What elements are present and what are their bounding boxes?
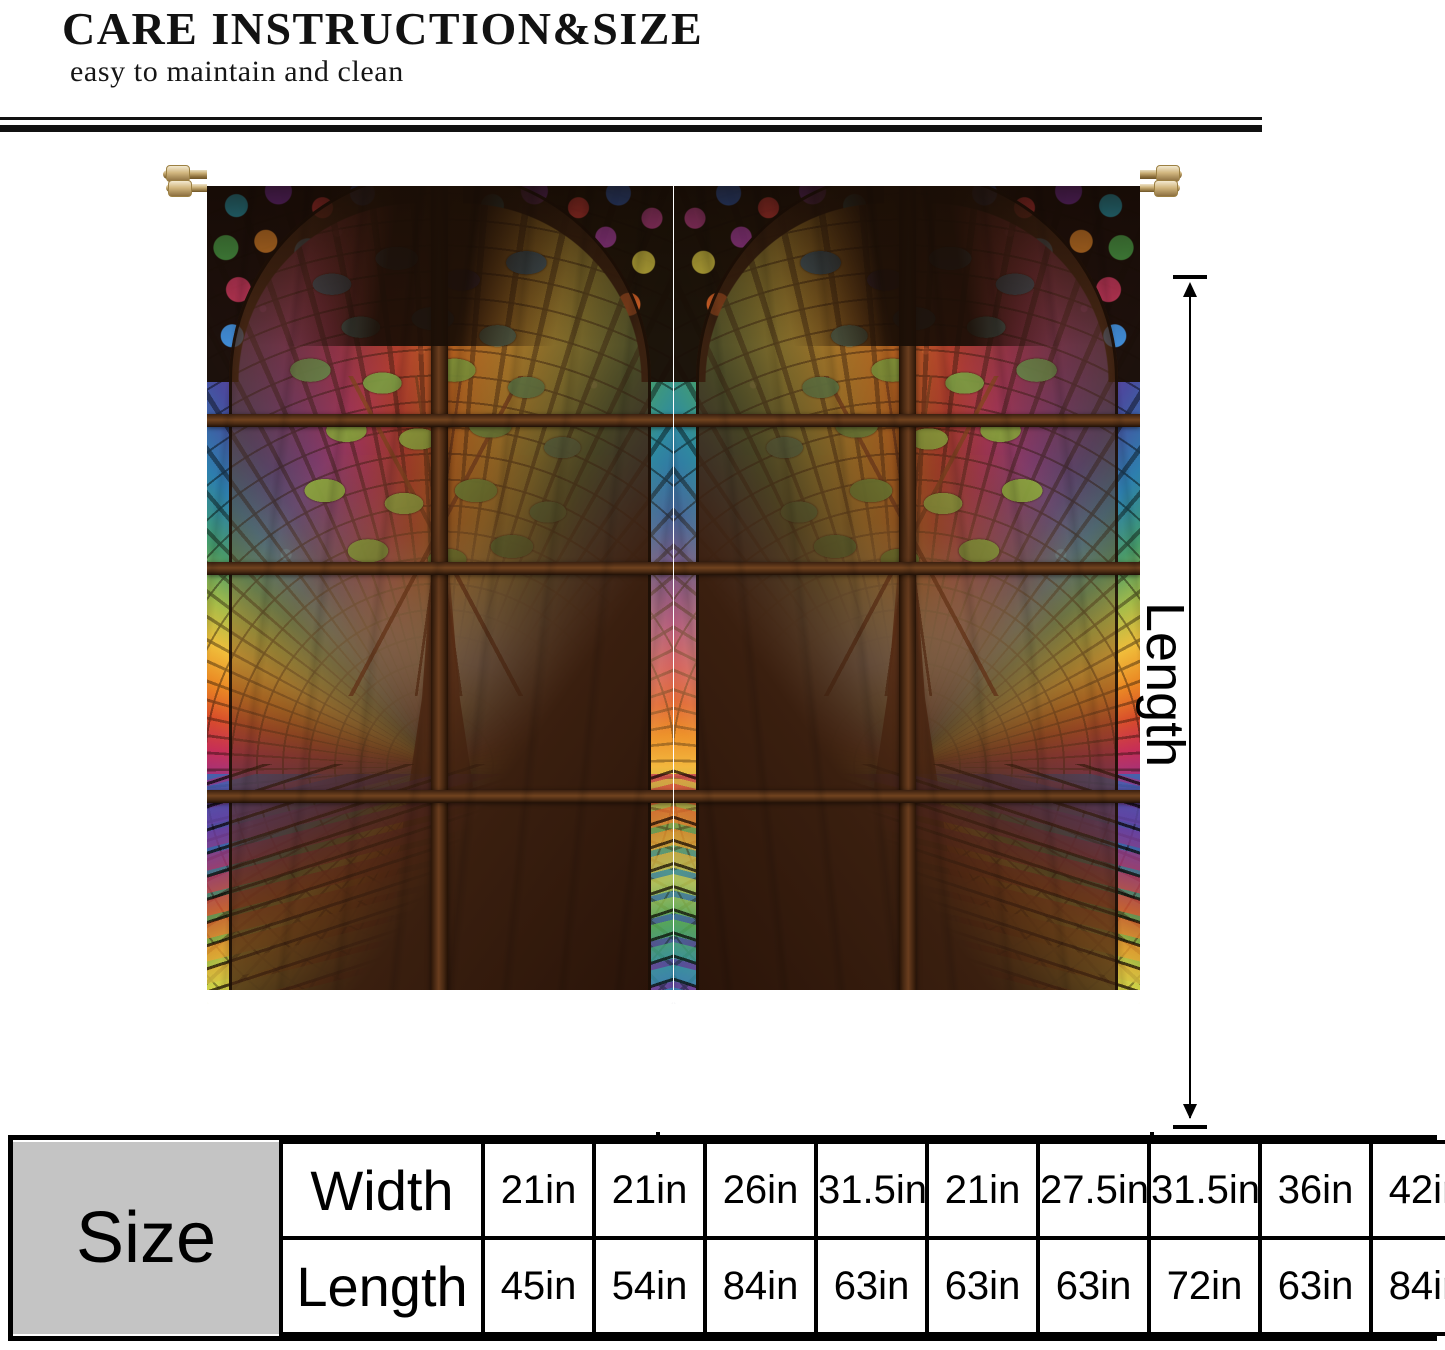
- cell-width-5: 21in: [925, 1140, 1040, 1240]
- table-row-width: Size Width 21in 21in 26in 31.5in 21in 27…: [13, 1140, 1445, 1334]
- size-corner-label: Size: [13, 1142, 283, 1334]
- divider-thin-line: [0, 117, 1262, 120]
- curtain-rod-left: [163, 170, 223, 179]
- divider-thick-line: [0, 125, 1262, 132]
- window-mullion-horizontal-1: [207, 414, 673, 427]
- window-mullion-vertical: [431, 156, 448, 1004]
- cell-length-1: 45in: [481, 1236, 596, 1336]
- product-illustration: Length Width: [0, 132, 1445, 1218]
- table-row-length: Length 45in 54in 84in 63in 63in 63in 72i…: [13, 1236, 1445, 1336]
- rod-finial-right-lower: [1154, 180, 1178, 197]
- cell-length-9: 84in: [1369, 1236, 1445, 1336]
- rod-finial-left-lower: [168, 180, 192, 197]
- cell-width-2: 21in: [592, 1140, 707, 1240]
- cell-width-8: 36in: [1258, 1140, 1373, 1240]
- cell-length-5: 63in: [925, 1236, 1040, 1336]
- length-dimension-line: [1189, 284, 1191, 1118]
- row-header-width: Width: [279, 1140, 485, 1240]
- window-mullion-horizontal-2: [674, 562, 1140, 575]
- cell-width-1: 21in: [481, 1140, 596, 1240]
- length-arrowhead-up: [1183, 282, 1197, 297]
- window-mullion-horizontal-2: [207, 562, 673, 575]
- size-chart: Size Width 21in 21in 26in 31.5in 21in 27…: [8, 1135, 1445, 1341]
- curtain-rod-right: [1122, 170, 1182, 179]
- window-mullion-horizontal-3: [207, 790, 673, 803]
- cell-width-9: 42in: [1369, 1140, 1445, 1240]
- window-mullion-horizontal-1: [674, 414, 1140, 427]
- cell-width-6: 27.5in: [1036, 1140, 1151, 1240]
- cell-length-3: 84in: [703, 1236, 818, 1336]
- cell-width-4: 31.5in: [814, 1140, 929, 1240]
- curtain-rod-left-lower: [166, 184, 222, 192]
- size-chart-table: Size Width 21in 21in 26in 31.5in 21in 27…: [13, 1140, 1445, 1336]
- cell-width-7: 31.5in: [1147, 1140, 1262, 1240]
- cell-length-7: 72in: [1147, 1236, 1262, 1336]
- page-title: CARE INSTRUCTION&SIZE: [62, 3, 704, 54]
- window-mullion-horizontal-3: [674, 790, 1140, 803]
- cell-length-6: 63in: [1036, 1236, 1151, 1336]
- stained-glass-artwork-right: [674, 156, 1140, 1004]
- length-tick-bottom: [1173, 1125, 1207, 1129]
- curtain-panel-left: [207, 156, 673, 1004]
- length-label: Length: [1135, 602, 1195, 768]
- curtain-rod-right-lower: [1124, 184, 1180, 192]
- stained-glass-artwork-left: [207, 156, 673, 1004]
- page-subtitle: easy to maintain and clean: [70, 55, 404, 88]
- cell-width-3: 26in: [703, 1140, 818, 1240]
- curtain-panel-right: [674, 156, 1140, 1004]
- header: CARE INSTRUCTION&SIZE easy to maintain a…: [0, 0, 1445, 108]
- cell-length-4: 63in: [814, 1236, 929, 1336]
- window-mullion-vertical: [899, 156, 916, 1004]
- row-header-length: Length: [279, 1236, 485, 1336]
- length-tick-top: [1173, 275, 1207, 279]
- length-arrowhead-down: [1183, 1104, 1197, 1119]
- cell-length-8: 63in: [1258, 1236, 1373, 1336]
- size-chart-body: Size Width 21in 21in 26in 31.5in 21in 27…: [13, 1140, 1445, 1336]
- cell-length-2: 54in: [592, 1236, 707, 1336]
